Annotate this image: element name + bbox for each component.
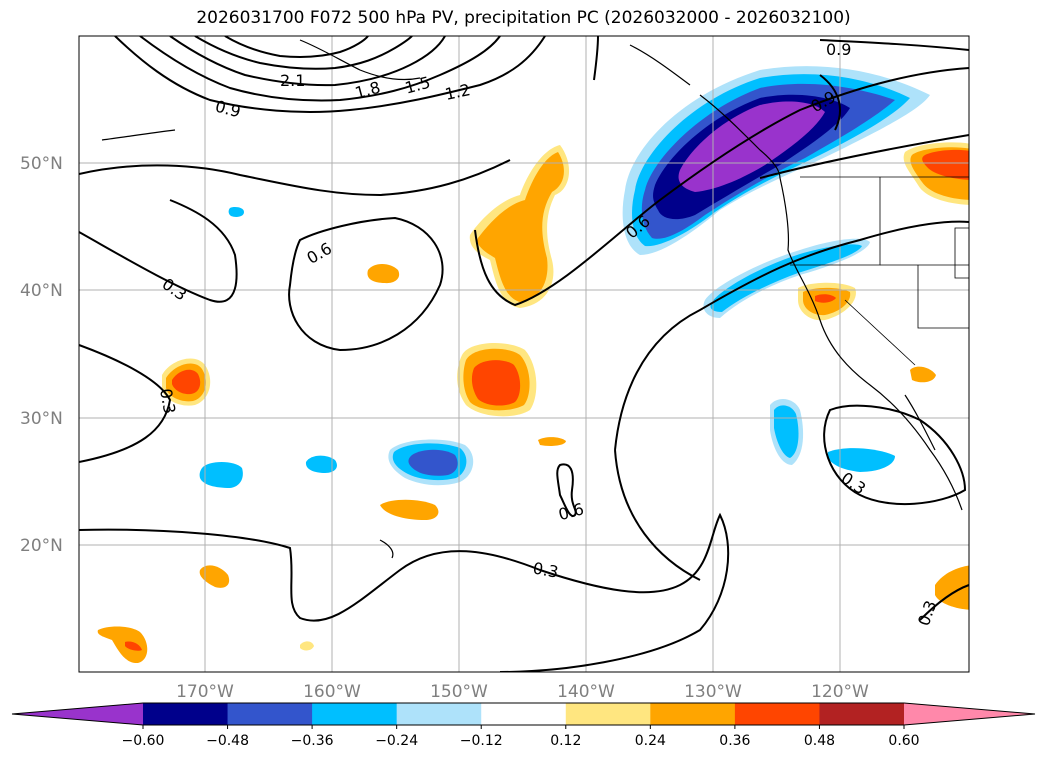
colorbar-segment xyxy=(734,703,820,725)
lat-label-20n: 20°N xyxy=(20,536,63,556)
lon-label-160w: 160°W xyxy=(303,682,361,702)
colorbar-tick-label: 0.12 xyxy=(550,733,581,749)
colorbar-extend-high xyxy=(904,703,1035,725)
contour-label-0.9-b: 0.9 xyxy=(826,40,851,59)
latitude-labels: 50°N 40°N 30°N 20°N xyxy=(20,154,63,556)
contour-label-0.3-c: 0.3 xyxy=(531,559,559,582)
colorbar-segment xyxy=(227,703,313,725)
map-title: 2026031700 F072 500 hPa PV, precipitatio… xyxy=(196,8,851,28)
colorbar-extend-low xyxy=(12,703,143,725)
lon-label-150w: 150°W xyxy=(430,682,488,702)
colorbar: −0.60 −0.48 −0.36 −0.24 −0.12 0.12 0.24 0.36 0.4… xyxy=(11,702,1036,749)
colorbar-tick-label: 0.36 xyxy=(719,733,750,749)
pv-contours xyxy=(79,36,969,672)
longitude-labels: 170°W 160°W 150°W 140°W 130°W 120°W xyxy=(176,682,869,702)
colorbar-segment xyxy=(565,703,651,725)
colorbar-tick-label: 0.24 xyxy=(635,733,666,749)
lat-label-30n: 30°N xyxy=(20,409,63,429)
lon-label-170w: 170°W xyxy=(176,682,234,702)
colorbar-tick-label: −0.60 xyxy=(122,733,165,749)
colorbar-segment xyxy=(143,703,229,725)
precip-neg-26n-168w xyxy=(199,462,243,488)
colorbar-segment xyxy=(819,703,905,725)
lon-label-120w: 120°W xyxy=(811,682,869,702)
contour-label-2.1: 2.1 xyxy=(280,71,305,90)
lat-label-40n: 40°N xyxy=(20,281,63,301)
colorbar-tick-label: −0.48 xyxy=(206,733,249,749)
contour-label-1.2: 1.2 xyxy=(443,80,472,104)
colorbar-tick-label: −0.12 xyxy=(460,733,503,749)
country-borders xyxy=(790,176,969,366)
colorbar-segment xyxy=(481,703,567,725)
contour-label-0.3-b: 0.3 xyxy=(156,387,179,415)
precip-shading xyxy=(97,66,969,664)
colorbar-tick-label: 0.48 xyxy=(804,733,835,749)
colorbar-segment xyxy=(650,703,736,725)
colorbar-tick-label: −0.24 xyxy=(375,733,418,749)
lon-label-130w: 130°W xyxy=(684,682,742,702)
colorbar-tick-label: −0.36 xyxy=(291,733,334,749)
lat-label-50n: 50°N xyxy=(20,154,63,174)
plot-frame xyxy=(78,35,970,673)
colorbar-segment xyxy=(312,703,398,725)
colorbar-tick-label: 0.60 xyxy=(888,733,919,749)
lon-label-140w: 140°W xyxy=(557,682,615,702)
colorbar-segment xyxy=(396,703,482,725)
